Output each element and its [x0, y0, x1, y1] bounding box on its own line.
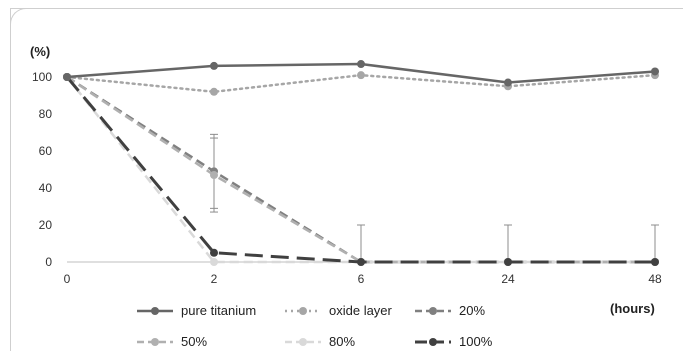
legend: pure titanium oxide layer 20% 50% 80% 100%: [137, 303, 493, 349]
x-tick-labels: 0 2 6 24 48: [64, 272, 662, 286]
legend-label: 50%: [181, 334, 207, 349]
legend-swatch-marker: [151, 307, 159, 315]
legend-label: 20%: [459, 303, 485, 318]
frame-border-top: [10, 8, 683, 9]
legend-item: pure titanium: [137, 303, 256, 318]
frame-corner: [10, 8, 27, 25]
series-line-50-: [66, 75, 655, 264]
data-point: [357, 71, 365, 80]
data-point: [651, 67, 659, 76]
axes: (%) (hours): [30, 44, 655, 316]
frame-border-left: [10, 8, 11, 351]
x-tick-label: 0: [64, 272, 71, 286]
data-point: [651, 258, 659, 266]
legend-item: oxide layer: [285, 303, 393, 318]
legend-swatch-marker: [299, 307, 307, 315]
y-tick-label: 0: [45, 255, 52, 269]
y-tick-label: 20: [39, 218, 53, 232]
x-tick-label: 48: [648, 272, 662, 286]
legend-label: pure titanium: [181, 303, 256, 318]
y-tick-labels: 0 20 40 60 80 100: [32, 70, 52, 269]
data-point: [63, 73, 71, 81]
y-tick-label: 80: [39, 107, 53, 121]
series-line-20-: [66, 75, 655, 264]
legend-swatch-marker: [429, 338, 437, 346]
legend-label: 80%: [329, 334, 355, 349]
data-point: [504, 258, 512, 266]
y-tick-label: 40: [39, 181, 53, 195]
legend-label: oxide layer: [329, 303, 393, 318]
data-point: [210, 258, 218, 266]
x-tick-label: 6: [358, 272, 365, 286]
data-point: [210, 87, 218, 96]
legend-swatch-marker: [151, 338, 159, 346]
data-point: [210, 171, 218, 180]
error-bars: [210, 133, 659, 262]
y-tick-label: 60: [39, 144, 53, 158]
y-axis-label: (%): [30, 44, 50, 59]
y-tick-label: 100: [32, 70, 52, 84]
legend-swatch-marker: [429, 307, 437, 315]
legend-swatch-marker: [299, 338, 307, 346]
data-point: [357, 60, 365, 69]
data-point: [357, 258, 365, 266]
legend-item: 20%: [415, 303, 485, 318]
series-lines: [63, 60, 659, 266]
data-point: [210, 61, 218, 70]
data-point: [210, 248, 218, 257]
data-point: [504, 78, 512, 87]
x-tick-label: 24: [501, 272, 515, 286]
legend-item: 50%: [137, 334, 207, 349]
legend-item: 100%: [415, 334, 493, 349]
x-axis-label: (hours): [610, 301, 655, 316]
legend-label: 100%: [459, 334, 493, 349]
legend-item: 80%: [285, 334, 355, 349]
x-tick-label: 2: [211, 272, 218, 286]
